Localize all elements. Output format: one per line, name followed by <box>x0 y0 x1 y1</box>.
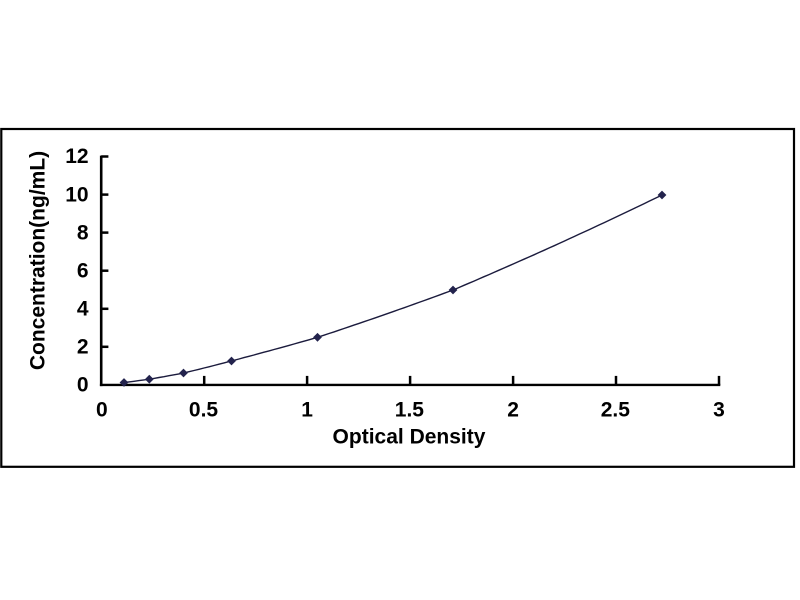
svg-text:4: 4 <box>77 298 89 321</box>
svg-text:1.5: 1.5 <box>395 398 425 421</box>
svg-text:3: 3 <box>713 398 725 421</box>
svg-text:2: 2 <box>77 336 89 359</box>
svg-text:0: 0 <box>96 398 108 421</box>
svg-text:2: 2 <box>507 398 519 421</box>
svg-text:12: 12 <box>65 145 88 168</box>
svg-text:2.5: 2.5 <box>601 398 631 421</box>
svg-text:10: 10 <box>65 183 88 206</box>
svg-text:0.5: 0.5 <box>189 398 219 421</box>
svg-text:Concentration(ng/mL): Concentration(ng/mL) <box>27 151 50 370</box>
svg-text:6: 6 <box>77 259 89 282</box>
svg-text:Optical Density: Optical Density <box>333 426 486 449</box>
svg-text:0: 0 <box>77 374 89 397</box>
svg-text:8: 8 <box>77 221 89 244</box>
svg-text:1: 1 <box>301 398 313 421</box>
